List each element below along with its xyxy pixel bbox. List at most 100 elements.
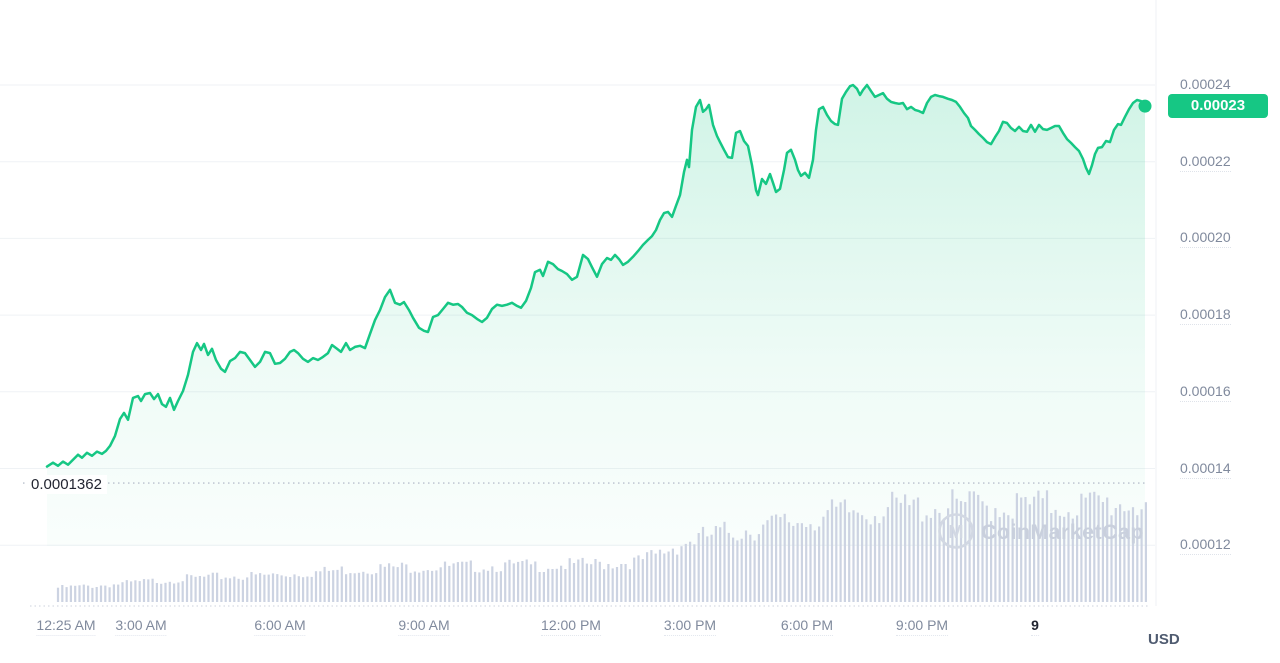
volume-bar [469,560,472,602]
volume-bar [641,559,644,602]
volume-bar [856,512,859,602]
volume-bar [620,564,623,602]
volume-bar [594,559,597,602]
volume-bar [529,564,533,602]
volume-bar [267,574,270,602]
volume-bar [310,576,313,602]
volume-bar [1110,515,1113,602]
volume-bar [1131,507,1135,602]
volume-bar [452,563,455,602]
volume-bar [891,491,894,602]
volume-bar [723,521,726,602]
volume-bar [486,570,490,602]
volume-bar [714,526,717,602]
volume-bar [719,527,722,602]
volume-bar [297,576,300,602]
volume-bar [680,546,683,602]
volume-bar [908,505,911,602]
volume-bar [108,587,111,602]
volume-bar [538,572,541,602]
volume-bar [577,559,580,602]
volume-bar [624,564,627,602]
volume-bar [646,552,649,602]
volume-bar [560,565,563,602]
volume-bar [405,564,408,602]
volume-bar [375,573,378,602]
volume-bar [985,505,988,602]
volume-bar [65,587,68,602]
volume-bar [964,502,967,602]
volume-bar [796,523,799,602]
volume-bar [615,567,619,602]
volume-bar [1127,510,1130,602]
volume-bar [830,499,834,602]
volume-bar [667,551,670,602]
volume-bars [56,489,1147,602]
volume-bar [448,565,451,602]
volume-bar [925,515,928,602]
volume-bar [800,523,803,602]
volume-bar [732,537,735,602]
volume-bar [766,520,769,602]
volume-bar [676,554,679,602]
volume-bar [843,499,846,602]
volume-bar [525,559,528,602]
volume-bar [628,569,631,602]
volume-bar [1015,493,1018,602]
volume-bar [607,564,610,602]
volume-bar [95,587,98,602]
volume-bar [977,494,980,602]
volume-bar [224,577,227,602]
volume-bar [499,571,502,602]
volume-bar [547,568,550,602]
volume-bar [280,575,283,602]
volume-bar [289,577,292,602]
volume-bar [388,563,391,602]
volume-bar [237,578,240,602]
volume-bar [762,524,765,602]
volume-bar [689,541,692,602]
volume-bar [865,519,868,602]
volume-bar [362,571,365,602]
volume-bar [1024,497,1027,602]
volume-bar [478,572,481,602]
coinmarketcap-watermark: M CoinMarketCap [938,513,1144,549]
volume-bar [942,519,945,602]
volume-bar [839,502,842,602]
volume-bar [370,574,373,602]
volume-bar [929,517,932,602]
volume-bar [568,558,571,602]
volume-bar [1054,509,1057,602]
volume-bar [125,580,128,602]
volume-bar [869,524,872,602]
volume-bar [512,563,515,602]
volume-bar [603,569,606,602]
volume-bar [160,583,163,602]
price-line [45,83,1147,468]
volume-bar [779,517,782,602]
volume-bar [1080,493,1083,602]
volume-bar [207,574,210,602]
volume-bar [572,563,576,602]
volume-bar [379,564,382,602]
volume-bar [611,568,614,602]
volume-bar [78,585,81,602]
volume-bar [121,582,124,602]
volume-bar [306,576,309,602]
volume-bar [112,584,115,602]
coinmarketcap-logo-icon [938,513,974,549]
area-fill-path [47,85,1145,546]
price-area-fill [47,85,1145,546]
volume-bar [134,580,137,602]
volume-bar [693,544,696,602]
volume-bar [981,501,984,602]
volume-bar [590,564,593,602]
volume-bar [271,573,275,602]
volume-bar [848,512,851,602]
volume-bar [534,561,537,602]
volume-bar [220,579,223,602]
volume-bar [809,524,812,602]
volume-bar [555,568,558,602]
